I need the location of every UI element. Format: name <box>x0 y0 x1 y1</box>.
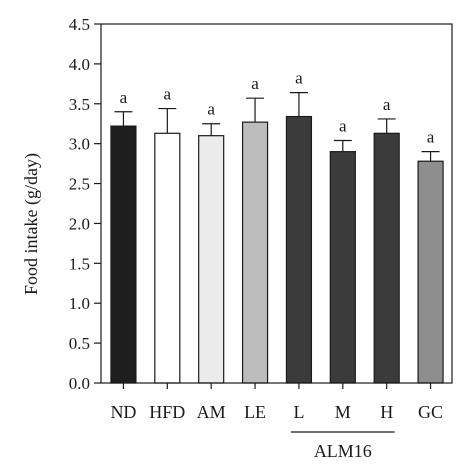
bar-m <box>329 151 356 384</box>
axes-layer: 0.0 0.5 1.0 1.5 2.0 2.5 3.0 3.5 4.0 4.5 ND HFD AM LE L… <box>69 15 453 461</box>
x-category-label: ND <box>110 402 136 422</box>
y-tick-label: 0.5 <box>69 334 90 353</box>
significance-label: a <box>339 116 347 135</box>
x-category-label: HFD <box>149 402 185 422</box>
x-category-label: H <box>380 402 393 422</box>
group-label: ALM16 <box>314 441 372 461</box>
significance-label: a <box>164 85 172 104</box>
significance-label: a <box>251 74 259 93</box>
bar-nd <box>110 125 137 384</box>
y-tick-label: 2.0 <box>69 214 90 233</box>
bar-hfd <box>154 132 181 384</box>
x-category-label: AM <box>197 402 226 422</box>
bar-gc <box>417 160 444 384</box>
significance-label: a <box>383 95 391 114</box>
x-category-label: L <box>293 402 304 422</box>
y-tick-label: 3.0 <box>69 135 90 154</box>
y-tick-label: 4.0 <box>69 55 90 74</box>
y-tick-label: 2.5 <box>69 175 90 194</box>
x-category-label: GC <box>418 402 443 422</box>
bar-le <box>241 121 269 384</box>
bar-h <box>373 132 400 384</box>
y-tick-label: 3.5 <box>69 95 90 114</box>
x-category-label: M <box>335 402 351 422</box>
significance-label: a <box>207 100 215 119</box>
y-tick-label: 0.0 <box>69 374 90 393</box>
y-axis-title: Food intake (g/day) <box>21 153 42 295</box>
bar-l <box>285 115 313 384</box>
plot-frame <box>100 23 453 384</box>
y-tick-label: 4.5 <box>69 15 90 34</box>
bars-layer: a a a a a a a a <box>110 69 444 384</box>
y-tick-label: 1.5 <box>69 254 90 273</box>
bar-am <box>198 135 225 384</box>
significance-label: a <box>120 88 128 107</box>
significance-label: a <box>295 69 303 88</box>
y-tick-label: 1.0 <box>69 294 90 313</box>
significance-label: a <box>427 128 435 147</box>
x-category-label: LE <box>244 402 266 422</box>
